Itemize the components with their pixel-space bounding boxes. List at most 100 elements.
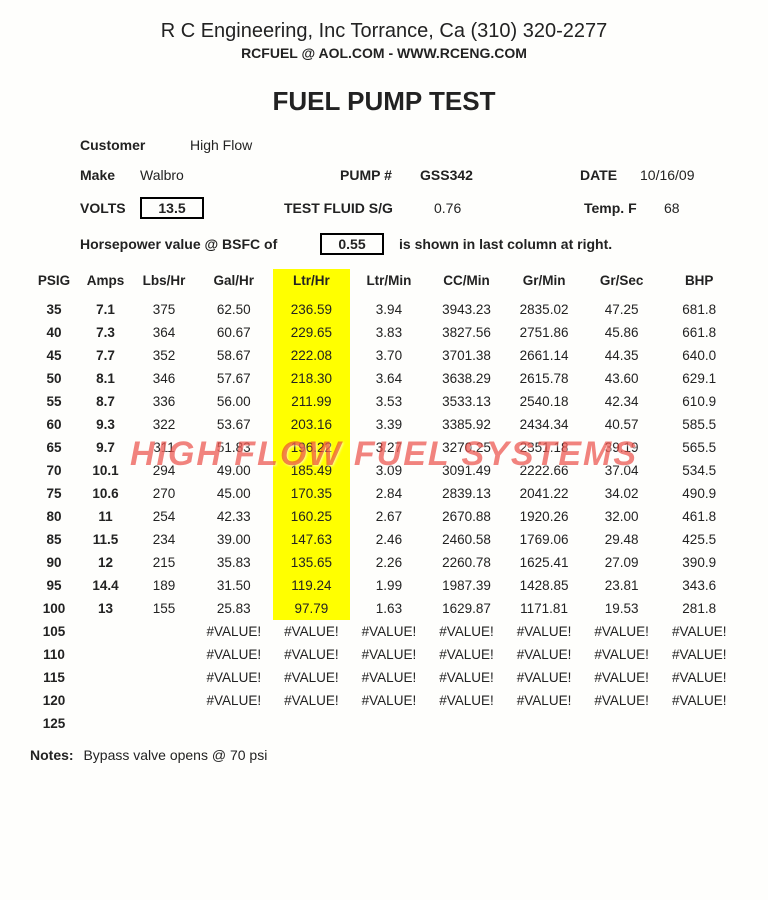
table-cell: 3.70: [350, 344, 428, 367]
pump-value: GSS342: [420, 167, 580, 183]
table-cell: #VALUE!: [195, 620, 273, 643]
table-cell: 32.00: [583, 505, 661, 528]
table-cell: 461.8: [660, 505, 738, 528]
table-cell: 2615.78: [505, 367, 583, 390]
table-cell: 51.83: [195, 436, 273, 459]
table-cell: 2.26: [350, 551, 428, 574]
table-cell: 346: [133, 367, 195, 390]
table-cell: [78, 620, 133, 643]
table-cell: 336: [133, 390, 195, 413]
table-cell: #VALUE!: [660, 666, 738, 689]
table-cell: 39.00: [195, 528, 273, 551]
table-cell: #VALUE!: [505, 620, 583, 643]
col-header: BHP: [660, 269, 738, 298]
table-cell: 585.5: [660, 413, 738, 436]
table-cell: 1171.81: [505, 597, 583, 620]
table-cell: 155: [133, 597, 195, 620]
bsfc-prefix: Horsepower value @ BSFC of: [80, 236, 320, 252]
temp-value: 68: [664, 200, 680, 216]
table-cell: #VALUE!: [505, 689, 583, 712]
table-cell: [133, 666, 195, 689]
table-cell: 1.63: [350, 597, 428, 620]
table-row: 8511.523439.00147.632.462460.581769.0629…: [30, 528, 738, 551]
table-cell: 12: [78, 551, 133, 574]
col-header: Gr/Min: [505, 269, 583, 298]
table-cell: 534.5: [660, 459, 738, 482]
table-cell: 211.99: [273, 390, 351, 413]
table-row: 110#VALUE!#VALUE!#VALUE!#VALUE!#VALUE!#V…: [30, 643, 738, 666]
table-row: 9514.418931.50119.241.991987.391428.8523…: [30, 574, 738, 597]
col-header: Ltr/Min: [350, 269, 428, 298]
table-cell: 23.81: [583, 574, 661, 597]
table-cell: 40.57: [583, 413, 661, 436]
table-cell: [133, 689, 195, 712]
table-cell: 147.63: [273, 528, 351, 551]
table-cell: 629.1: [660, 367, 738, 390]
table-cell: 34.02: [583, 482, 661, 505]
table-cell: 661.8: [660, 321, 738, 344]
table-cell: [133, 620, 195, 643]
table-row: 7010.129449.00185.493.093091.492222.6637…: [30, 459, 738, 482]
table-cell: #VALUE!: [428, 620, 506, 643]
table-cell: 100: [30, 597, 78, 620]
table-cell: [350, 712, 428, 735]
table-cell: #VALUE!: [350, 643, 428, 666]
make-value: Walbro: [140, 167, 340, 183]
table-cell: 640.0: [660, 344, 738, 367]
table-cell: 44.35: [583, 344, 661, 367]
table-cell: [195, 712, 273, 735]
table-cell: 229.65: [273, 321, 351, 344]
table-cell: 119.24: [273, 574, 351, 597]
table-cell: 3.09: [350, 459, 428, 482]
table-cell: 270: [133, 482, 195, 505]
table-cell: 3.83: [350, 321, 428, 344]
table-cell: 196.22: [273, 436, 351, 459]
table-cell: 294: [133, 459, 195, 482]
table-cell: 60: [30, 413, 78, 436]
meta-row-3: Horsepower value @ BSFC of 0.55 is shown…: [80, 233, 738, 255]
table-cell: #VALUE!: [583, 689, 661, 712]
table-cell: 185.49: [273, 459, 351, 482]
table-cell: #VALUE!: [583, 643, 661, 666]
table-cell: 681.8: [660, 298, 738, 321]
table-cell: 236.59: [273, 298, 351, 321]
table-cell: 3.94: [350, 298, 428, 321]
table-cell: 25.83: [195, 597, 273, 620]
table-cell: 3270.25: [428, 436, 506, 459]
table-cell: 90: [30, 551, 78, 574]
table-cell: 2351.18: [505, 436, 583, 459]
table-cell: 3638.29: [428, 367, 506, 390]
table-cell: [133, 712, 195, 735]
table-cell: 3091.49: [428, 459, 506, 482]
col-header: CC/Min: [428, 269, 506, 298]
table-row: 1001315525.8397.791.631629.871171.8119.5…: [30, 597, 738, 620]
table-row: 120#VALUE!#VALUE!#VALUE!#VALUE!#VALUE!#V…: [30, 689, 738, 712]
table-cell: #VALUE!: [195, 666, 273, 689]
make-label: Make: [80, 167, 140, 183]
table-cell: 390.9: [660, 551, 738, 574]
col-header: PSIG: [30, 269, 78, 298]
table-cell: #VALUE!: [273, 689, 351, 712]
table-cell: 19.53: [583, 597, 661, 620]
table-cell: 222.08: [273, 344, 351, 367]
customer-label: Customer: [80, 137, 190, 153]
table-cell: [78, 666, 133, 689]
table-cell: 3701.38: [428, 344, 506, 367]
table-cell: #VALUE!: [350, 620, 428, 643]
table-cell: 2661.14: [505, 344, 583, 367]
table-cell: 10.1: [78, 459, 133, 482]
table-cell: 375: [133, 298, 195, 321]
meta-customer: Customer High Flow: [80, 137, 738, 153]
table-cell: 75: [30, 482, 78, 505]
table-cell: #VALUE!: [273, 666, 351, 689]
table-cell: [583, 712, 661, 735]
table-cell: 2041.22: [505, 482, 583, 505]
table-cell: 218.30: [273, 367, 351, 390]
table-cell: 234: [133, 528, 195, 551]
table-cell: [273, 712, 351, 735]
col-header: Lbs/Hr: [133, 269, 195, 298]
table-cell: 97.79: [273, 597, 351, 620]
table-cell: 3.64: [350, 367, 428, 390]
table-row: 609.332253.67203.163.393385.922434.3440.…: [30, 413, 738, 436]
table-cell: 2751.86: [505, 321, 583, 344]
